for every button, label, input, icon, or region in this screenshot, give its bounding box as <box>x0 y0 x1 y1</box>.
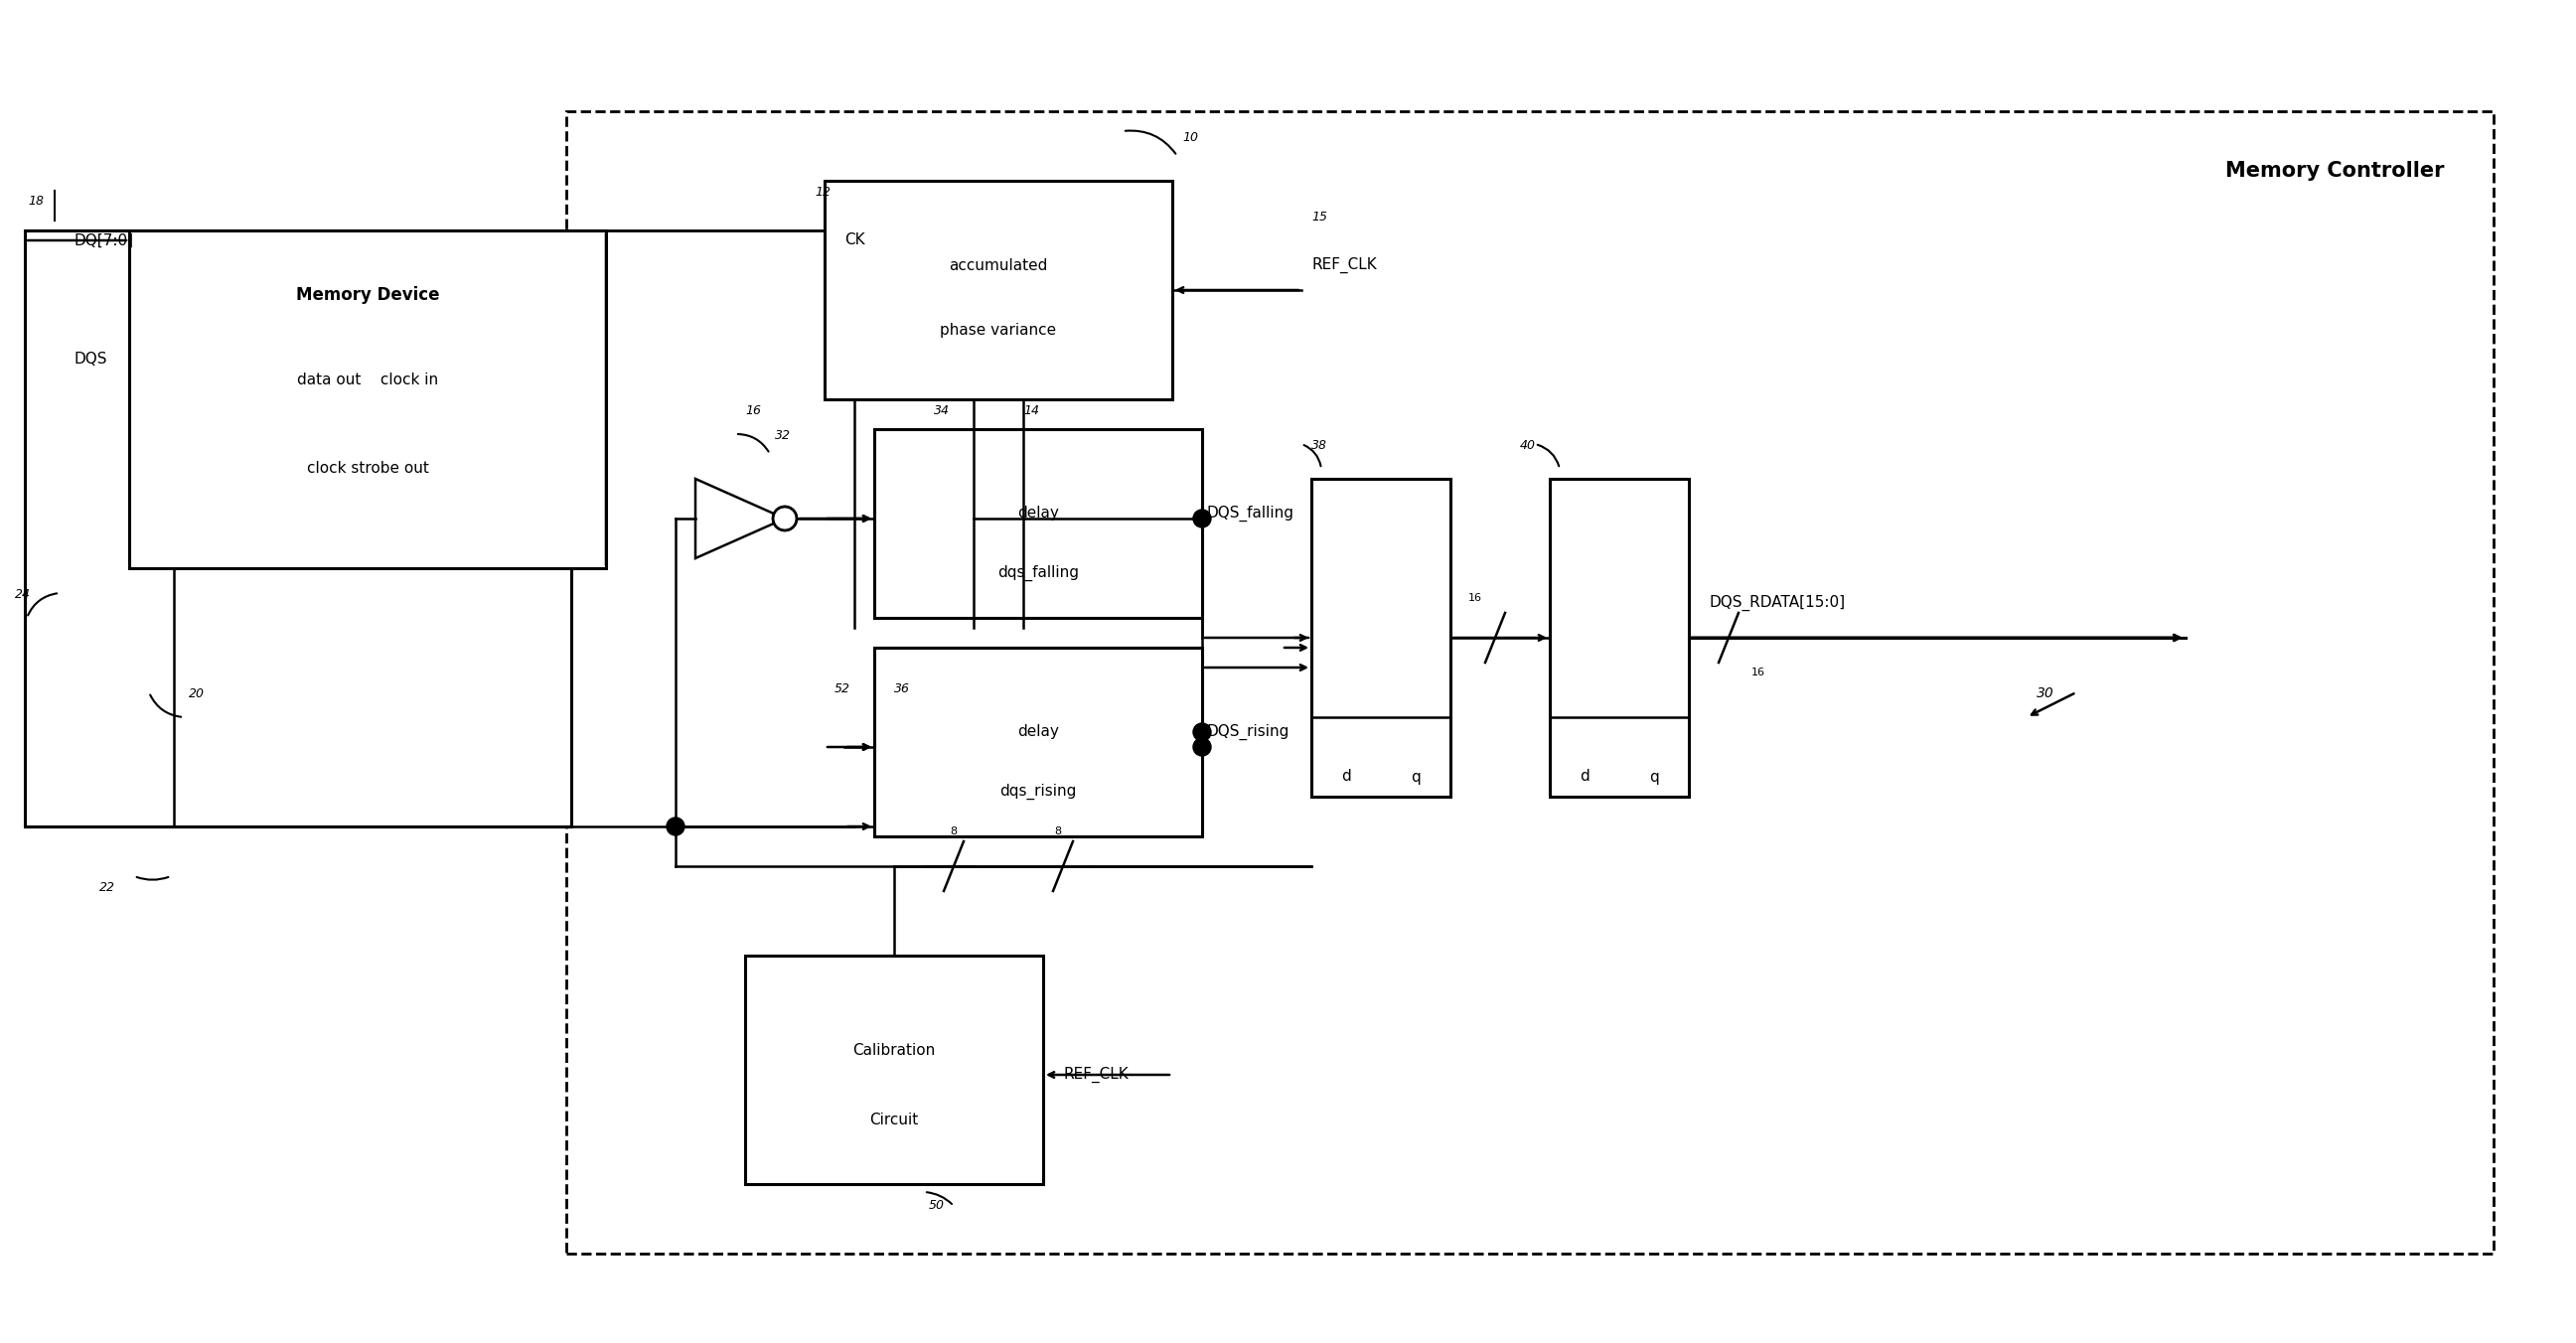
Text: 22: 22 <box>100 881 116 894</box>
Text: dqs_falling: dqs_falling <box>997 565 1079 582</box>
Text: DQ[7:0]: DQ[7:0] <box>75 232 134 248</box>
Text: Memory Device: Memory Device <box>296 286 440 304</box>
Bar <box>824 181 1172 399</box>
Text: 16: 16 <box>1468 594 1481 603</box>
Circle shape <box>773 506 796 530</box>
Text: DQS_RDATA[15:0]: DQS_RDATA[15:0] <box>1708 595 1844 611</box>
Circle shape <box>1193 739 1211 756</box>
Circle shape <box>667 818 685 835</box>
Bar <box>873 430 1203 618</box>
Bar <box>567 111 2494 1253</box>
Bar <box>1551 479 1690 796</box>
Text: 52: 52 <box>835 682 850 696</box>
Text: 34: 34 <box>935 404 951 418</box>
Text: 14: 14 <box>1023 404 1038 418</box>
Text: q: q <box>1649 770 1659 784</box>
Bar <box>129 231 605 568</box>
Text: 18: 18 <box>28 195 44 207</box>
Text: phase variance: phase variance <box>940 322 1056 337</box>
Text: 32: 32 <box>775 430 791 442</box>
Text: dqs_rising: dqs_rising <box>999 784 1077 799</box>
Circle shape <box>1193 723 1211 741</box>
Text: Memory Controller: Memory Controller <box>2226 161 2445 181</box>
Text: Calibration: Calibration <box>853 1042 935 1057</box>
Text: 8: 8 <box>1054 826 1061 837</box>
Text: 30: 30 <box>2038 686 2053 700</box>
Text: REF_CLK: REF_CLK <box>1311 257 1376 273</box>
Text: delay: delay <box>1018 506 1059 521</box>
Bar <box>873 647 1203 837</box>
Text: 12: 12 <box>814 185 829 199</box>
Text: 50: 50 <box>930 1199 945 1211</box>
Text: CK: CK <box>845 232 866 248</box>
Text: 16: 16 <box>1752 667 1765 677</box>
Bar <box>1311 479 1450 796</box>
Text: 20: 20 <box>188 688 204 700</box>
Text: delay: delay <box>1018 725 1059 740</box>
Text: REF_CLK: REF_CLK <box>1064 1066 1128 1082</box>
Text: DQS_falling: DQS_falling <box>1208 505 1296 521</box>
Text: 38: 38 <box>1311 439 1327 453</box>
Text: DQS_rising: DQS_rising <box>1208 724 1291 740</box>
Text: 10: 10 <box>1182 132 1198 144</box>
Text: 8: 8 <box>951 826 958 837</box>
Text: accumulated: accumulated <box>948 258 1048 273</box>
Text: clock strobe out: clock strobe out <box>307 462 428 477</box>
Bar <box>26 231 572 826</box>
Text: d: d <box>1579 770 1589 784</box>
Text: 40: 40 <box>1520 439 1535 453</box>
Polygon shape <box>696 479 786 559</box>
Text: d: d <box>1342 770 1350 784</box>
Text: Circuit: Circuit <box>871 1112 920 1127</box>
Text: 15: 15 <box>1311 211 1327 223</box>
Text: 24: 24 <box>15 588 31 600</box>
Text: 36: 36 <box>894 682 909 696</box>
Text: DQS: DQS <box>75 352 108 367</box>
Circle shape <box>1193 509 1211 528</box>
Text: q: q <box>1412 770 1419 784</box>
Text: data out    clock in: data out clock in <box>296 372 438 387</box>
Bar <box>744 956 1043 1185</box>
Text: 16: 16 <box>744 404 760 418</box>
